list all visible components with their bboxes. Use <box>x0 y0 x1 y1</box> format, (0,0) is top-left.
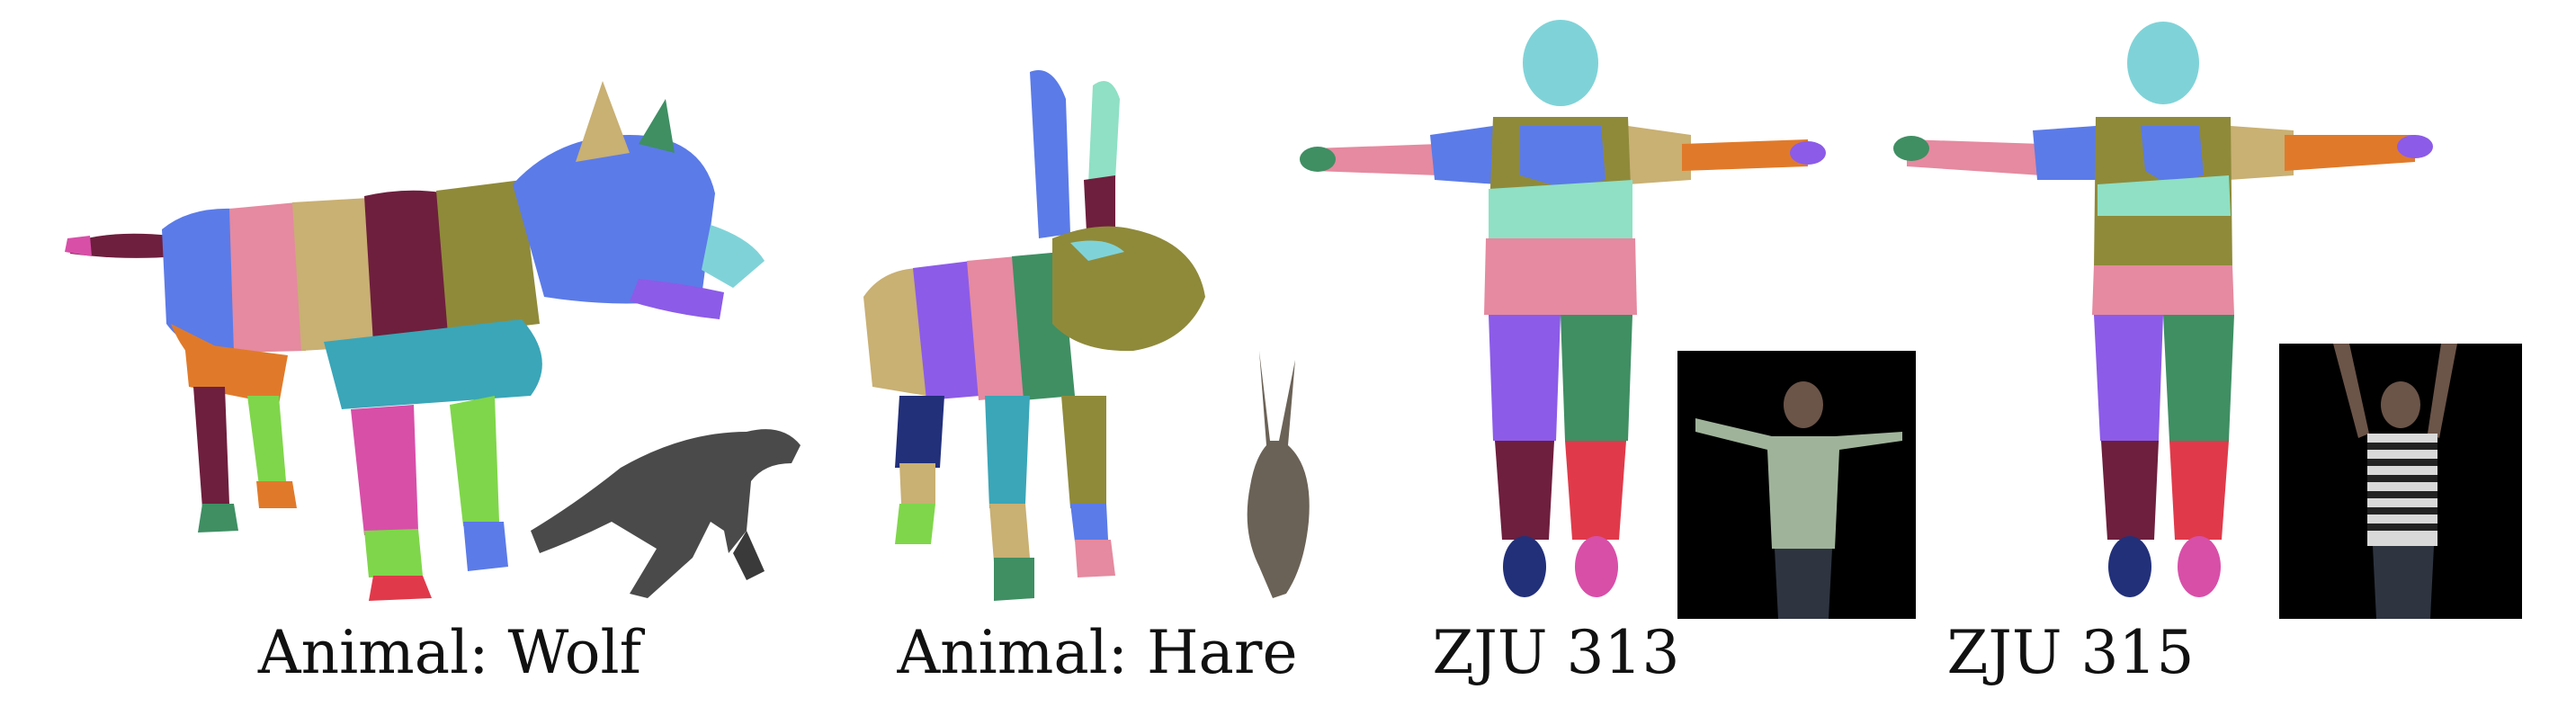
caption-zju-315: ZJU 315 <box>1946 618 2195 687</box>
panel-zju-315: ZJU 315 <box>1889 0 2576 707</box>
person-photo-315 <box>2279 344 2522 619</box>
wolf-photo <box>522 396 818 612</box>
hare-segmented-mesh <box>863 70 1205 601</box>
caption-zju-313: ZJU 313 <box>1432 618 1680 687</box>
panel-zju-313: ZJU 313 <box>1295 0 1943 707</box>
hare-photo <box>1223 342 1331 612</box>
panel-hare: Animal: Hare <box>845 0 1349 707</box>
caption-hare: Animal: Hare <box>897 618 1298 687</box>
human-segmented-mesh-315 <box>1893 22 2433 597</box>
human-segmented-mesh-313 <box>1300 20 1826 597</box>
caption-wolf: Animal: Wolf <box>257 618 642 687</box>
wolf-segmented-mesh <box>65 81 765 601</box>
wolf-silhouette-icon <box>531 429 801 598</box>
person-315-figure <box>2279 344 2522 619</box>
panel-wolf: Animal: Wolf <box>54 0 845 707</box>
person-313-figure <box>1677 351 1916 619</box>
hare-silhouette-icon <box>1247 351 1310 598</box>
person-photo-313 <box>1677 351 1916 619</box>
